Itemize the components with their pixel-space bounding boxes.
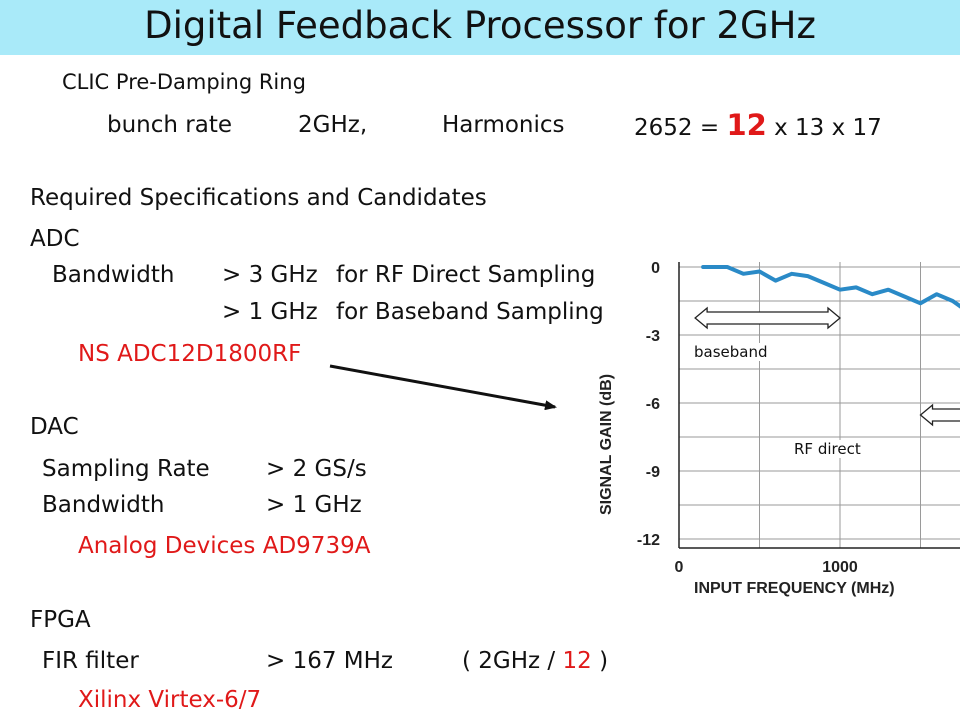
fpga-note-close: ) [599, 648, 609, 674]
dac-sampling-rate-label: Sampling Rate [42, 456, 210, 482]
data-point [742, 273, 745, 275]
data-point [807, 275, 809, 277]
dac-bandwidth-label: Bandwidth [42, 492, 165, 518]
data-point [936, 293, 938, 295]
annotation-double-arrow [919, 403, 960, 427]
adc-candidate: NS ADC12D1800RF [78, 341, 302, 367]
harmonics-label: Harmonics [442, 112, 565, 138]
annotation-baseband: baseband [694, 343, 768, 361]
adc-bandwidth-note-2: for Baseband Sampling [336, 299, 604, 325]
bunch-rate-value: 2GHz, [298, 112, 368, 138]
x-axis-label: INPUT FREQUENCY (MHz) [694, 580, 895, 597]
fpga-note-open: ( 2GHz / [462, 648, 556, 674]
data-point [855, 286, 857, 288]
data-point [758, 270, 761, 273]
data-point [791, 273, 793, 275]
fpga-fir-value: > 167 MHz [266, 648, 394, 674]
series-line [701, 265, 960, 309]
fpga-fir-label: FIR filter [42, 648, 139, 674]
data-point [903, 295, 906, 298]
adc-bandwidth-value-2: > 1 GHz [222, 299, 318, 325]
spec-heading: Required Specifications and Candidates [30, 185, 487, 211]
harmonics-prefix: 2652 = [634, 115, 720, 141]
adc-heading: ADC [30, 226, 80, 252]
y-tick-label: 0 [651, 260, 660, 277]
y-tick-label: -9 [646, 464, 660, 481]
fpga-note-number: 12 [562, 648, 592, 674]
data-point [702, 266, 704, 268]
fpga-fir-note: ( 2GHz / 12 ) [462, 647, 608, 675]
x-tick-label: 0 [675, 559, 684, 576]
dac-bandwidth-value: > 1 GHz [266, 492, 362, 518]
subtitle-line: CLIC Pre-Damping Ring [62, 70, 306, 94]
x-tick-label: 1000 [822, 559, 858, 576]
data-point [919, 302, 922, 304]
fpga-heading: FPGA [30, 607, 91, 633]
y-axis-label: SIGNAL GAIN (dB) [598, 373, 615, 515]
harmonics-value: 2652 = 12 x 13 x 17 [634, 111, 882, 142]
dac-candidate: Analog Devices AD9739A [78, 533, 371, 559]
title-bar [0, 0, 960, 55]
dac-heading: DAC [30, 414, 79, 440]
y-tick-label: -12 [637, 532, 660, 549]
data-point [775, 280, 777, 282]
annotation-rf-direct: RF direct [794, 440, 861, 458]
data-point [871, 293, 873, 295]
adc-bandwidth-value-1: > 3 GHz [222, 262, 318, 288]
slide-title: Digital Feedback Processor for 2GHz [144, 4, 816, 47]
data-point [823, 282, 825, 284]
bunch-rate-label: bunch rate [107, 112, 233, 138]
data-point [726, 266, 728, 268]
y-tick-label: -6 [646, 396, 660, 413]
adc-bandwidth-note-1: for RF Direct Sampling [336, 262, 596, 288]
dac-sampling-rate-value: > 2 GS/s [266, 456, 367, 482]
harmonics-suffix: x 13 x 17 [774, 115, 882, 141]
fpga-candidate: Xilinx Virtex-6/7 [78, 687, 262, 713]
annotation-double-arrow [694, 306, 842, 330]
adc-bandwidth-label: Bandwidth [52, 262, 175, 288]
harmonics-factor-highlight: 12 [726, 108, 767, 142]
data-point [952, 300, 954, 302]
y-tick-label: -3 [646, 328, 660, 345]
data-point [839, 289, 841, 291]
data-point [887, 289, 889, 291]
